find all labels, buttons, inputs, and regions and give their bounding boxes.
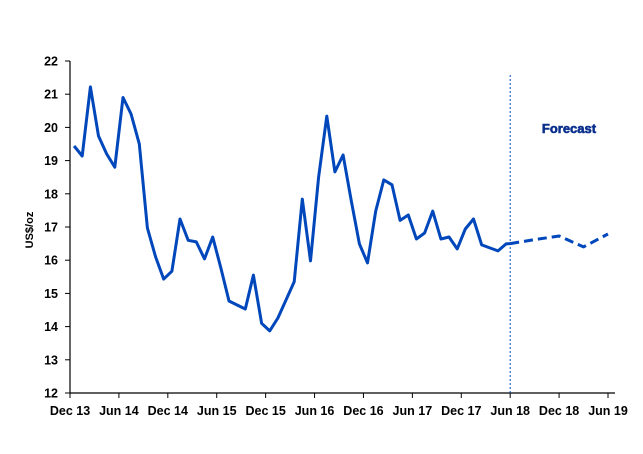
- y-tick-labels: 12 13 14 15 16 17 18 19 20 21 22: [44, 55, 58, 401]
- y-tick-label: 16: [44, 254, 58, 268]
- y-tick-label: 12: [44, 387, 58, 401]
- x-tick-label: Dec 13: [50, 404, 90, 418]
- x-tick-label: Dec 17: [441, 404, 481, 418]
- x-tick-label: Dec 15: [245, 404, 285, 418]
- y-tick-label: 17: [44, 221, 58, 235]
- x-tick-label: Jun 15: [197, 404, 237, 418]
- y-tick-label: 13: [44, 353, 58, 367]
- series-lines: [72, 85, 609, 333]
- x-tick-label: Jun 19: [588, 404, 628, 418]
- forecast-series-line: [509, 232, 609, 249]
- x-tick-label: Dec 16: [343, 404, 383, 418]
- x-tick-label: Jun 16: [295, 404, 335, 418]
- y-tick-label: 18: [44, 187, 58, 201]
- x-tick-label: Jun 17: [393, 404, 433, 418]
- y-tick-label: 22: [44, 55, 58, 69]
- y-tick-label: 15: [44, 287, 58, 301]
- y-tick-label: 19: [44, 154, 58, 168]
- x-tick-label: Jun 14: [99, 404, 139, 418]
- actual-series-line: [72, 85, 511, 333]
- x-tick-labels: Dec 13 Jun 14 Dec 14 Jun 15 Dec 15 Jun 16 Dec …: [50, 404, 628, 418]
- y-tick-label: 20: [44, 121, 58, 135]
- y-tick-label: 14: [44, 320, 58, 334]
- y-tick-label: 21: [44, 88, 58, 102]
- forecast-annotation: Forecast: [542, 121, 597, 136]
- x-tick-label: Jun 18: [490, 404, 530, 418]
- axes: [65, 60, 615, 398]
- x-tick-label: Dec 14: [148, 404, 188, 418]
- x-tick-label: Dec 18: [539, 404, 579, 418]
- y-axis-label: US$/oz: [24, 211, 36, 248]
